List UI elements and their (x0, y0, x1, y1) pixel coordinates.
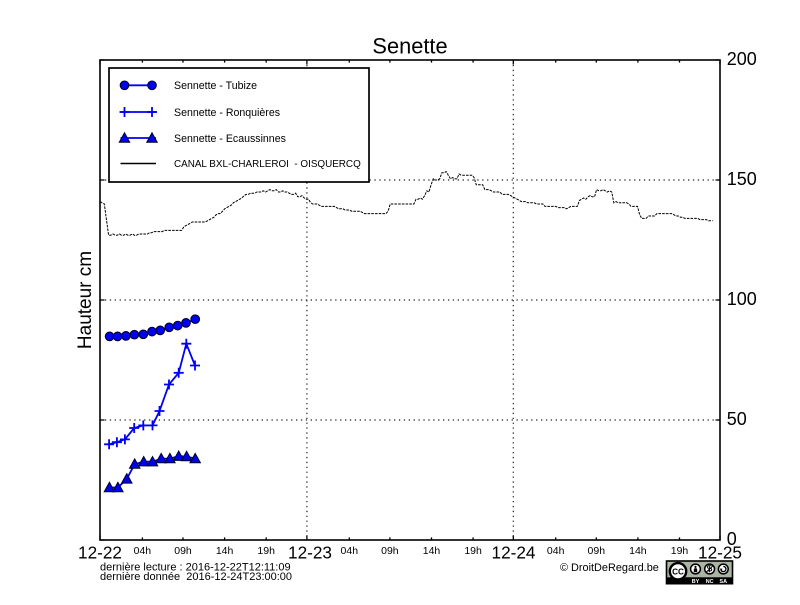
svg-text:19h: 19h (671, 545, 689, 557)
svg-text:dernière donnée 2016-12-24T23: dernière donnée 2016-12-24T23:00:00 (100, 571, 292, 583)
svg-text:Senette: Senette (372, 33, 447, 58)
svg-text:04h: 04h (341, 545, 359, 557)
svg-text:100: 100 (727, 289, 757, 309)
svg-text:09h: 09h (588, 545, 606, 557)
svg-text:Sennette - Ecaussinnes: Sennette - Ecaussinnes (174, 133, 286, 145)
svg-text:12-23: 12-23 (288, 542, 332, 562)
svg-text:50: 50 (727, 409, 747, 429)
svg-text:14h: 14h (629, 545, 647, 557)
svg-text:© DroitDeRegard.be: © DroitDeRegard.be (560, 562, 659, 574)
svg-text:Sennette - Ronquières: Sennette - Ronquières (174, 107, 280, 119)
svg-text:150: 150 (727, 169, 757, 189)
svg-text:Sennette - Tubize: Sennette - Tubize (174, 80, 257, 92)
svg-text:CC: CC (672, 567, 684, 576)
svg-text:14h: 14h (423, 545, 441, 557)
svg-text:04h: 04h (134, 545, 152, 557)
svg-text:14h: 14h (216, 545, 234, 557)
svg-text:200: 200 (727, 49, 757, 69)
svg-text:19h: 19h (464, 545, 482, 557)
svg-text:0: 0 (727, 529, 737, 549)
svg-text:19h: 19h (257, 545, 275, 557)
svg-text:dernière lecture : 2016-12-22T: dernière lecture : 2016-12-22T12:11:09 (100, 561, 291, 573)
svg-text:CANAL BXL-CHARLEROI - OISQUER: CANAL BXL-CHARLEROI - OISQUERCQ (174, 159, 361, 170)
svg-text:NC: NC (706, 579, 714, 585)
svg-text:BY: BY (692, 579, 700, 585)
svg-text:04h: 04h (547, 545, 565, 557)
svg-text:Hauteur cm: Hauteur cm (75, 251, 96, 349)
svg-text:SA: SA (720, 579, 728, 585)
svg-text:12-25: 12-25 (698, 542, 742, 562)
svg-text:12-24: 12-24 (492, 542, 536, 562)
svg-text:12-22: 12-22 (78, 542, 122, 562)
svg-text:09h: 09h (381, 545, 399, 557)
svg-text:09h: 09h (174, 545, 192, 557)
